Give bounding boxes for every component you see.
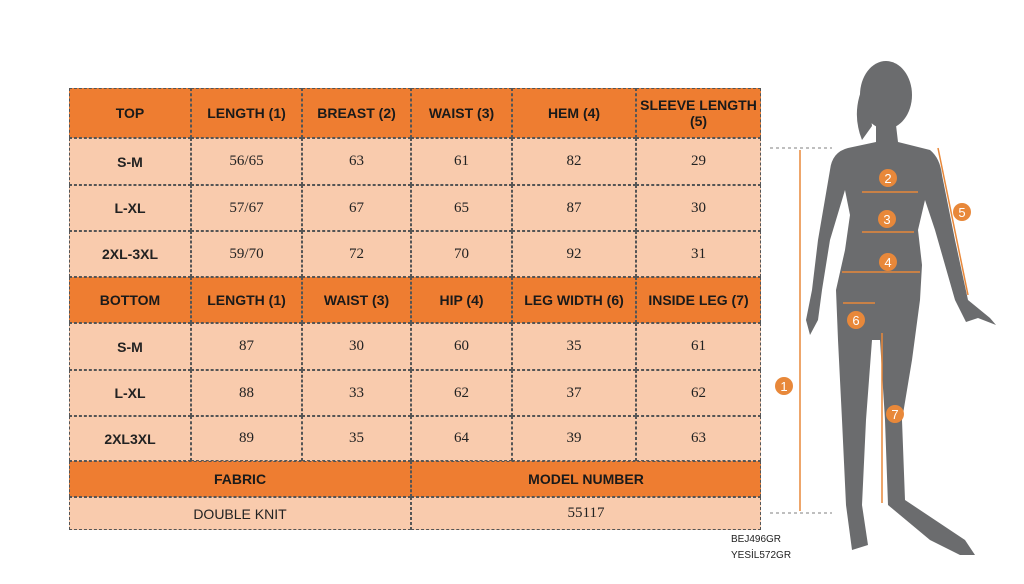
marker-label: 3 [883, 212, 890, 227]
marker-circle [879, 253, 897, 271]
header-cell: HIP (4) [411, 277, 512, 323]
silhouette [806, 61, 996, 555]
cell: 62 [636, 370, 761, 416]
cell: 89 [191, 416, 302, 461]
cell: 63 [636, 416, 761, 461]
cell: 70 [411, 231, 512, 277]
marker-circle [886, 405, 904, 423]
header-cell: WAIST (3) [302, 277, 411, 323]
marker-circle [775, 377, 793, 395]
measure-lines [770, 147, 969, 514]
cell: 29 [636, 138, 761, 185]
header-cell: BREAST (2) [302, 88, 411, 138]
cell: 31 [636, 231, 761, 277]
marker-label: 1 [780, 379, 787, 394]
cell: L-XL [69, 370, 191, 416]
cell: 56/65 [191, 138, 302, 185]
cell: 61 [636, 323, 761, 370]
cell: 30 [302, 323, 411, 370]
header-cell: LENGTH (1) [191, 277, 302, 323]
cell: 61 [411, 138, 512, 185]
marker-circle [879, 169, 897, 187]
header-cell: FABRIC [69, 461, 411, 497]
marker-label: 2 [884, 171, 891, 186]
cell: L-XL [69, 185, 191, 231]
header-cell: INSIDE LEG (7) [636, 277, 761, 323]
cell: 92 [512, 231, 636, 277]
cell: 35 [512, 323, 636, 370]
cell: 88 [191, 370, 302, 416]
header-cell: SLEEVE LENGTH (5) [636, 88, 761, 138]
header-cell: MODEL NUMBER [411, 461, 761, 497]
cell: 72 [302, 231, 411, 277]
header-cell: LEG WIDTH (6) [512, 277, 636, 323]
marker-label: 5 [958, 205, 965, 220]
cell: S-M [69, 323, 191, 370]
cell: 2XL-3XL [69, 231, 191, 277]
header-cell: HEM (4) [512, 88, 636, 138]
marker-label: 6 [852, 313, 859, 328]
cell: DOUBLE KNIT [69, 497, 411, 530]
cell: 37 [512, 370, 636, 416]
code: YESİL572GR [731, 550, 792, 561]
cell: 62 [411, 370, 512, 416]
marker-label: 4 [884, 255, 891, 270]
marker-circle [953, 203, 971, 221]
cell: 82 [512, 138, 636, 185]
cell: 60 [411, 323, 512, 370]
header-cell: LENGTH (1) [191, 88, 302, 138]
cell: 55117 [411, 497, 761, 530]
marker-circle [878, 210, 896, 228]
cell: 64 [411, 416, 512, 461]
cell: 59/70 [191, 231, 302, 277]
header-cell: BOTTOM [69, 277, 191, 323]
header-cell: TOP [69, 88, 191, 138]
cell: 33 [302, 370, 411, 416]
header-cell: WAIST (3) [411, 88, 512, 138]
cell: 87 [191, 323, 302, 370]
cell: 67 [302, 185, 411, 231]
cell: 39 [512, 416, 636, 461]
marker-label: 7 [891, 407, 898, 422]
marker-circle [847, 311, 865, 329]
cell: 2XL3XL [69, 416, 191, 461]
cell: 35 [302, 416, 411, 461]
cell: 30 [636, 185, 761, 231]
cell: 65 [411, 185, 512, 231]
cell: 57/67 [191, 185, 302, 231]
code: BEJ496GR [731, 534, 782, 545]
cell: S-M [69, 138, 191, 185]
cell: 63 [302, 138, 411, 185]
cell: 87 [512, 185, 636, 231]
